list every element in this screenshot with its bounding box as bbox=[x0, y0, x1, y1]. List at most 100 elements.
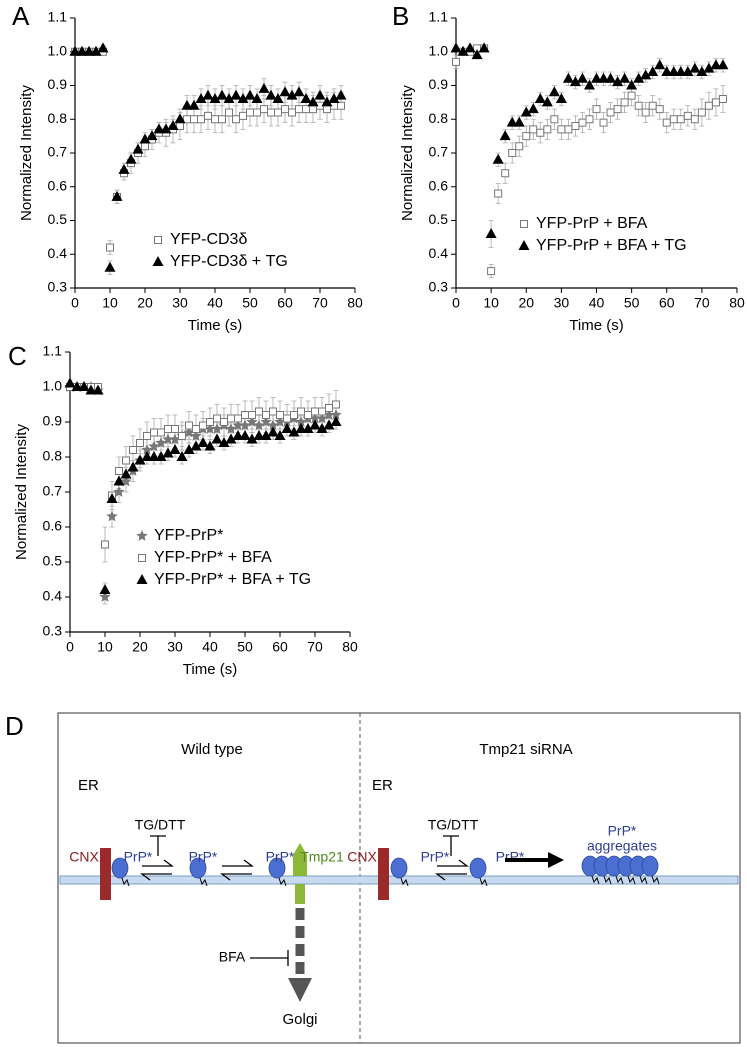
marker bbox=[710, 59, 722, 70]
marker bbox=[297, 407, 305, 416]
marker bbox=[274, 416, 286, 427]
marker bbox=[281, 423, 293, 433]
x-tick-label: 30 bbox=[167, 639, 183, 655]
marker bbox=[501, 169, 510, 178]
marker bbox=[113, 475, 125, 486]
marker bbox=[267, 108, 275, 117]
marker bbox=[655, 105, 664, 114]
marker bbox=[295, 423, 307, 433]
y-tick-label: 1.0 bbox=[43, 378, 63, 394]
marker bbox=[515, 142, 524, 151]
marker bbox=[129, 446, 137, 454]
marker bbox=[562, 72, 574, 83]
marker bbox=[232, 115, 240, 124]
x-tick-label: 50 bbox=[242, 295, 258, 311]
y-tick-label: 0.4 bbox=[43, 588, 63, 604]
diagram-frame bbox=[57, 712, 741, 1044]
x-tick-label: 60 bbox=[659, 295, 675, 311]
marker bbox=[204, 423, 216, 434]
marker bbox=[136, 439, 144, 447]
x-tick-label: 0 bbox=[452, 295, 460, 311]
arrow-head bbox=[548, 852, 564, 868]
marker bbox=[269, 407, 277, 416]
marker bbox=[529, 125, 538, 134]
x-tick-label: 20 bbox=[132, 639, 148, 655]
marker bbox=[155, 451, 167, 461]
marker bbox=[662, 118, 671, 127]
y-axis-label: Normalized Intensity bbox=[399, 85, 416, 221]
marker bbox=[127, 461, 139, 472]
marker bbox=[218, 437, 230, 447]
marker bbox=[620, 98, 629, 107]
marker bbox=[225, 433, 237, 444]
marker bbox=[69, 45, 81, 56]
marker bbox=[676, 115, 685, 124]
marker bbox=[272, 93, 284, 103]
y-tick-label: 0.4 bbox=[48, 245, 68, 261]
x-tick-label: 50 bbox=[624, 295, 640, 311]
marker bbox=[316, 412, 328, 424]
marker bbox=[276, 411, 284, 419]
compartment: ER bbox=[78, 777, 99, 794]
marker bbox=[534, 93, 546, 103]
legend-marker bbox=[136, 574, 148, 584]
x-axis-label: Time (s) bbox=[569, 317, 623, 334]
marker bbox=[267, 426, 279, 437]
marker bbox=[171, 425, 179, 433]
tmp21 bbox=[293, 843, 307, 876]
marker bbox=[704, 101, 713, 110]
marker bbox=[669, 115, 678, 124]
protein-label: PrP* bbox=[189, 849, 218, 865]
marker bbox=[253, 430, 265, 440]
marker bbox=[330, 409, 342, 420]
marker bbox=[335, 89, 347, 100]
legend-label: YFP-PrP* + BFA bbox=[154, 549, 272, 566]
marker bbox=[711, 98, 720, 107]
x-tick-label: 80 bbox=[342, 639, 358, 655]
marker bbox=[323, 105, 331, 114]
tmp21-stem bbox=[295, 884, 305, 904]
y-tick-label: 0.8 bbox=[429, 110, 449, 126]
marker bbox=[690, 115, 699, 124]
marker bbox=[627, 91, 636, 100]
marker bbox=[111, 190, 123, 201]
marker bbox=[255, 407, 263, 416]
x-tick-label: 40 bbox=[202, 639, 218, 655]
marker bbox=[211, 433, 223, 444]
y-tick-label: 0.9 bbox=[48, 76, 68, 92]
legend-label: YFP-CD3δ + TG bbox=[170, 253, 288, 270]
compartment: ER bbox=[372, 777, 393, 794]
marker bbox=[188, 99, 200, 110]
marker bbox=[550, 115, 559, 124]
panel-label: A bbox=[12, 1, 30, 31]
legend-label: YFP-PrP + BFA bbox=[536, 215, 648, 232]
legend-marker bbox=[138, 554, 146, 562]
marker bbox=[164, 425, 172, 433]
marker bbox=[246, 433, 258, 444]
y-tick-label: 0.5 bbox=[48, 211, 68, 227]
stress-label: TG/DTT bbox=[135, 817, 186, 833]
marker bbox=[499, 130, 511, 141]
marker bbox=[274, 430, 286, 440]
marker bbox=[689, 62, 701, 73]
y-tick-label: 0.7 bbox=[43, 483, 63, 499]
x-tick-label: 70 bbox=[694, 295, 710, 311]
marker bbox=[143, 432, 151, 440]
marker bbox=[599, 118, 608, 127]
marker bbox=[260, 105, 268, 114]
y-tick-label: 1.1 bbox=[429, 9, 449, 25]
marker bbox=[148, 451, 160, 461]
marker bbox=[232, 430, 244, 440]
marker bbox=[612, 76, 624, 87]
marker bbox=[295, 416, 307, 427]
y-tick-label: 0.4 bbox=[429, 245, 449, 261]
marker bbox=[569, 76, 581, 87]
marker bbox=[696, 66, 708, 76]
inhibitor-label: BFA bbox=[219, 949, 246, 965]
marker bbox=[90, 45, 102, 56]
marker bbox=[92, 384, 104, 395]
marker bbox=[541, 96, 553, 107]
y-tick-label: 1.1 bbox=[48, 9, 68, 25]
marker bbox=[241, 411, 249, 419]
marker bbox=[675, 66, 687, 76]
